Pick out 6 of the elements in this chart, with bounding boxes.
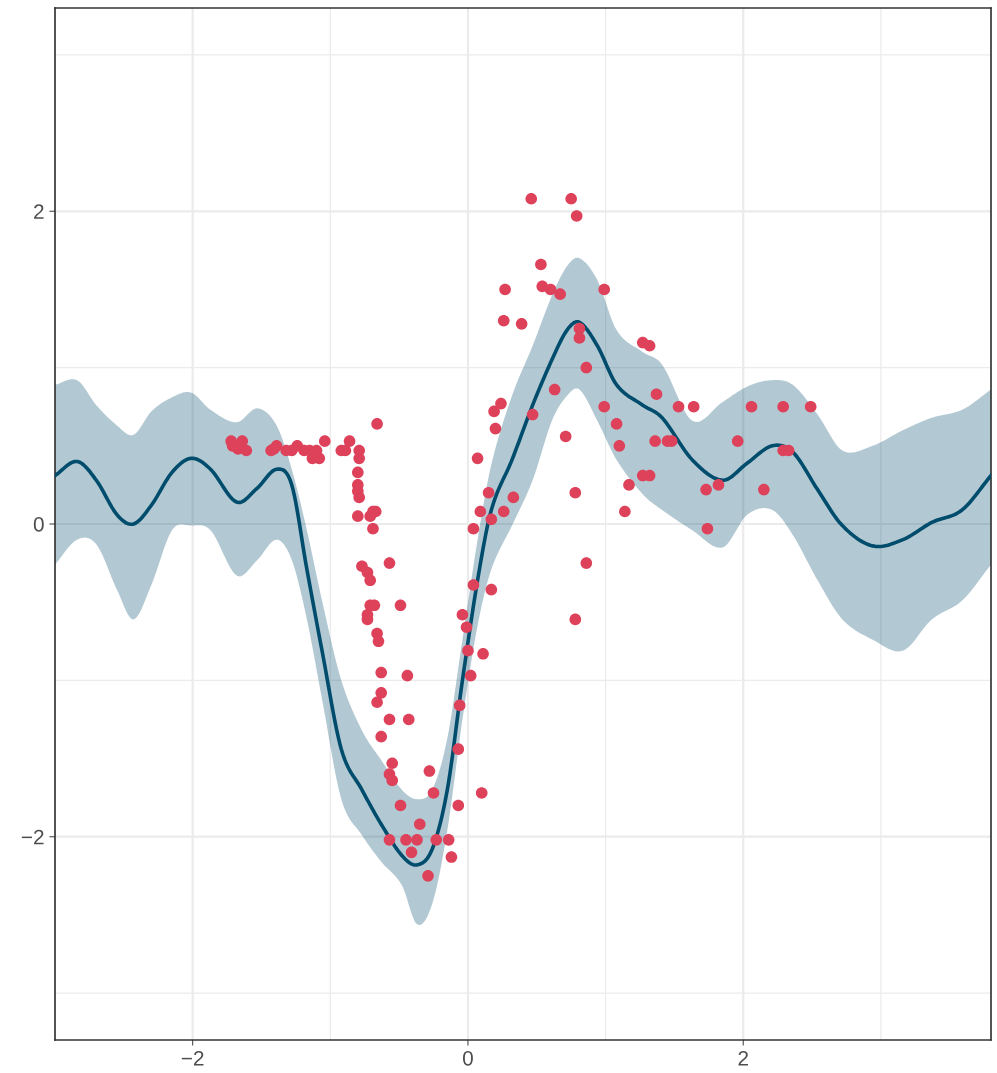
x-tick-label: 0 bbox=[462, 1050, 473, 1066]
x-tick-label: 2 bbox=[738, 1050, 748, 1066]
y-tick-label: −2 bbox=[21, 829, 44, 845]
x-tick-label: −2 bbox=[181, 1050, 204, 1066]
y-tick-label: 2 bbox=[34, 204, 44, 219]
y-tick-label: 0 bbox=[33, 517, 44, 532]
